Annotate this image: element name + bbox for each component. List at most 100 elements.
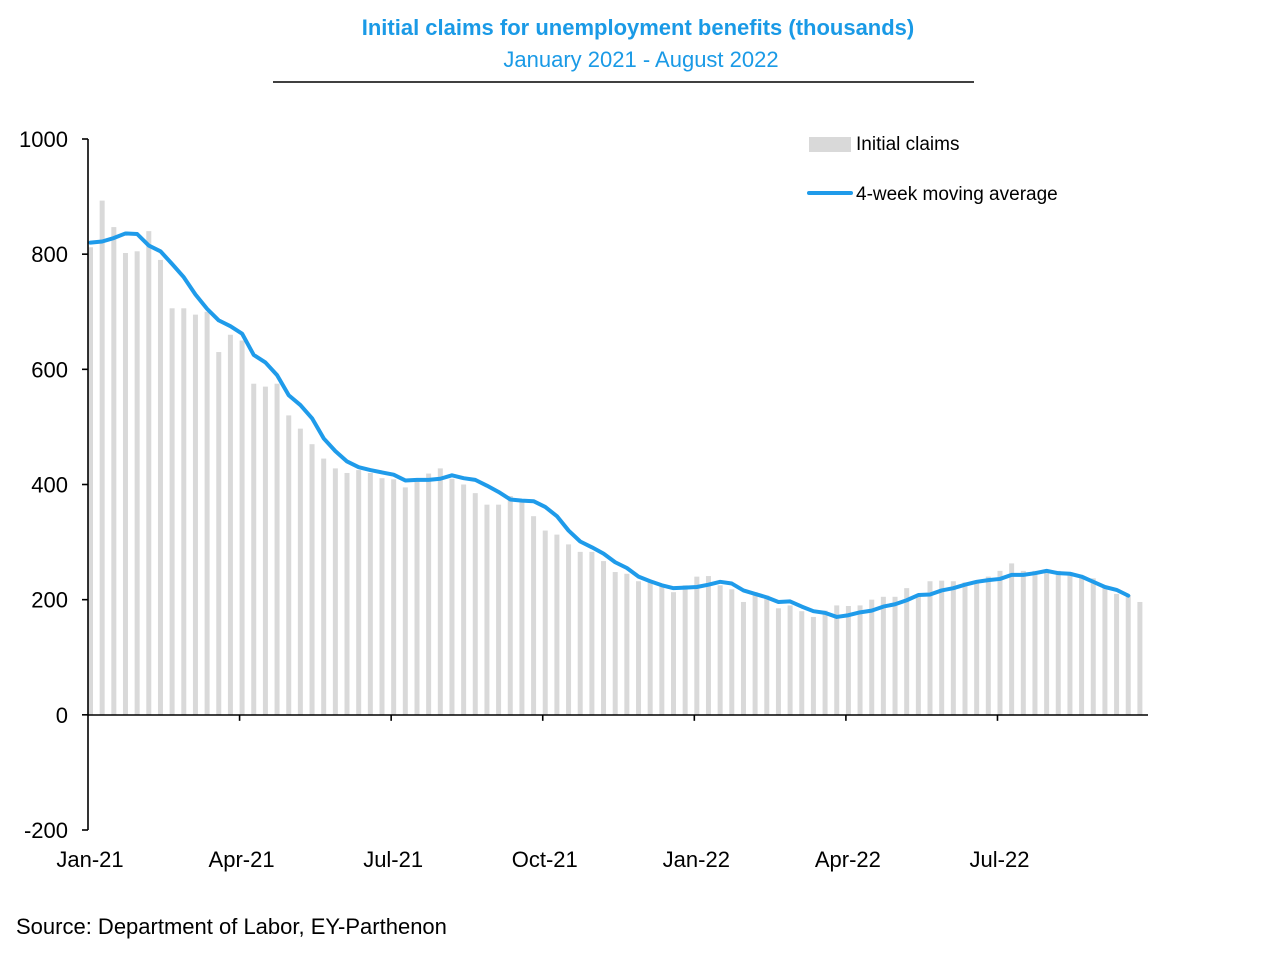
initial-claims-bar <box>752 592 758 715</box>
initial-claims-bar <box>787 605 793 715</box>
y-tick-label: 800 <box>31 242 68 267</box>
initial-claims-bar <box>927 581 933 715</box>
initial-claims-bar <box>519 501 525 715</box>
initial-claims-bar <box>554 534 560 715</box>
initial-claims-bar <box>915 593 921 715</box>
initial-claims-bar <box>216 352 222 715</box>
x-tick-label: Jul-22 <box>970 847 1030 872</box>
initial-claims-bar <box>601 561 607 715</box>
initial-claims-bar <box>239 340 245 715</box>
initial-claims-bar <box>659 585 665 715</box>
initial-claims-bar <box>1067 572 1073 715</box>
initial-claims-bar <box>939 580 945 715</box>
y-tick-label: 600 <box>31 357 68 382</box>
initial-claims-bar <box>566 544 572 715</box>
legend-line-label: 4-week moving average <box>856 184 1058 205</box>
initial-claims-bar <box>729 589 735 715</box>
initial-claims-bar <box>1102 587 1108 715</box>
initial-claims-bar <box>111 227 117 715</box>
initial-claims-bar <box>904 588 910 715</box>
x-tick-label: Jan-22 <box>663 847 730 872</box>
initial-claims-bar <box>1114 593 1120 715</box>
initial-claims-bar <box>671 592 676 715</box>
initial-claims-bar <box>1009 563 1015 715</box>
initial-claims-bar <box>122 253 128 715</box>
initial-claims-bar <box>146 231 152 715</box>
initial-claims-bar <box>1137 601 1143 715</box>
initial-claims-bar <box>577 551 583 715</box>
x-tick-label: Apr-21 <box>209 847 275 872</box>
initial-claims-bar <box>682 585 688 715</box>
initial-claims-bar <box>612 572 618 715</box>
initial-claims-bar <box>332 468 338 715</box>
initial-claims-bar <box>985 576 991 715</box>
initial-claims-bar <box>402 487 408 715</box>
initial-claims-bar <box>531 516 537 715</box>
initial-claims-bar <box>869 599 875 715</box>
initial-claims-bar <box>647 582 653 715</box>
initial-claims-bar <box>262 386 268 715</box>
initial-claims-bar <box>799 611 805 715</box>
initial-claims-bar <box>169 308 175 715</box>
legend-bar-label: Initial claims <box>856 134 959 155</box>
initial-claims-bar <box>437 468 443 715</box>
chart-subtitle: January 2021 - August 2022 <box>503 47 778 72</box>
initial-claims-bar <box>1055 570 1061 715</box>
initial-claims-bar <box>321 458 327 715</box>
initial-claims-bar <box>834 605 840 715</box>
x-tick-label: Jan-21 <box>56 847 123 872</box>
initial-claims-bar <box>892 596 898 715</box>
y-tick-label: 0 <box>56 703 68 728</box>
initial-claims-bar <box>542 530 548 715</box>
x-ticks: Jan-21 Apr-21 Jul-21 Oct-21 Jan-22 Apr-22 Jul-… <box>56 714 1030 872</box>
initial-claims-bar <box>134 251 140 715</box>
source-note: Source: Department of Labor, EY-Partheno… <box>16 914 447 939</box>
initial-claims-bar <box>274 383 280 715</box>
initial-claims-bar <box>449 478 455 715</box>
initial-claims-bar <box>472 493 478 715</box>
initial-claims-bar <box>309 444 315 715</box>
initial-claims-bar <box>1044 571 1050 715</box>
initial-claims-bar <box>997 570 1003 715</box>
y-tick-label: 200 <box>31 588 68 613</box>
x-tick-label: Oct-21 <box>512 847 578 872</box>
initial-claims-bar <box>845 606 851 715</box>
y-tick-label: 400 <box>31 473 68 498</box>
x-tick-label: Jul-21 <box>363 847 423 872</box>
initial-claims-bar <box>694 576 700 715</box>
initial-claims-bar <box>88 247 93 715</box>
initial-claims-bar <box>356 470 362 715</box>
initial-claims-bar <box>775 608 781 715</box>
initial-claims-bar <box>414 478 420 715</box>
initial-claims-bar <box>367 472 373 715</box>
initial-claims-bar <box>1079 577 1085 715</box>
y-tick-label: -200 <box>24 818 68 843</box>
moving-average-line <box>88 231 1131 619</box>
initial-claims-bar <box>1020 570 1026 715</box>
initial-claims-bar <box>810 616 816 715</box>
initial-claims-bar <box>705 576 711 715</box>
bars-group <box>88 200 1143 715</box>
y-tick-label: 1000 <box>19 127 68 152</box>
initial-claims-bar <box>950 581 956 715</box>
initial-claims-bar <box>204 311 210 715</box>
initial-claims-bar <box>822 610 828 715</box>
initial-claims-bar <box>1125 595 1131 715</box>
legend-bar-swatch <box>809 137 851 152</box>
initial-claims-bar <box>192 314 198 715</box>
initial-claims-bar <box>297 428 303 715</box>
chart-title: Initial claims for unemployment benefits… <box>362 15 915 40</box>
initial-claims-bar <box>962 582 968 715</box>
initial-claims-bar <box>157 259 163 715</box>
initial-claims-bar <box>740 601 746 715</box>
initial-claims-bar <box>181 308 187 715</box>
initial-claims-bar <box>344 472 350 715</box>
initial-claims-bar <box>636 581 642 715</box>
initial-claims-bar <box>717 585 723 715</box>
initial-claims-bar <box>496 504 502 715</box>
initial-claims-bar <box>1032 570 1038 715</box>
initial-claims-bar <box>99 200 105 715</box>
initial-claims-bar <box>857 605 863 715</box>
y-ticks: 1000 800 600 400 200 0 -200 <box>19 127 88 843</box>
